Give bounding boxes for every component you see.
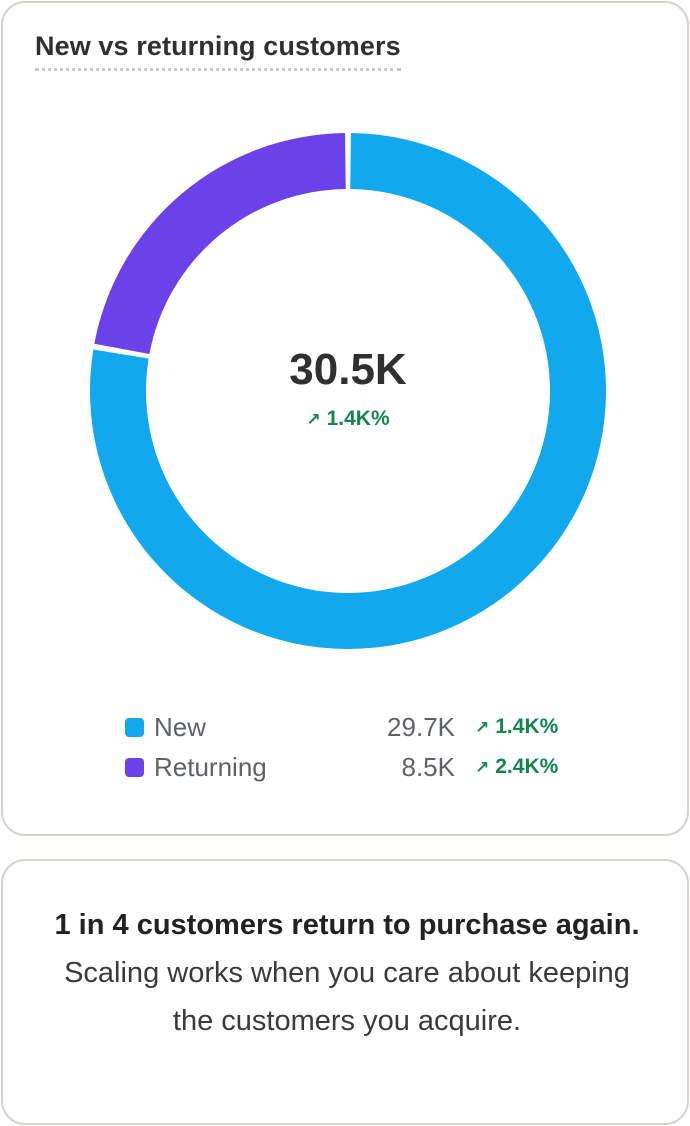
legend-change-new: ↗ 1.4K% <box>475 715 558 739</box>
legend-change-returning-value: 2.4K% <box>495 755 559 778</box>
legend-item-returning[interactable]: Returning 8.5K ↗ 2.4K% <box>123 749 593 789</box>
legend-value-returning: 8.5K <box>401 752 456 782</box>
insight-text: 1 in 4 customers return to purchase agai… <box>53 901 641 1045</box>
legend-change-returning: ↗ 2.4K% <box>475 755 558 779</box>
legend-swatch-new <box>125 718 144 737</box>
center-change: ↗ 1.4K% <box>90 407 606 431</box>
center-total: 30.5K <box>289 345 407 394</box>
center-change-value: 1.4K% <box>326 407 390 430</box>
insight-body: Scaling works when you care about keepin… <box>64 957 630 1037</box>
trend-up-arrow-icon: ↗ <box>475 718 490 737</box>
insight-bold: 1 in 4 customers return to purchase agai… <box>54 909 640 941</box>
legend-label-new: New <box>154 712 207 742</box>
legend: New 29.7K ↗ 1.4K% Returning 8.5K ↗ 2.4K% <box>123 709 593 789</box>
chart-title[interactable]: New vs returning customers <box>35 31 401 71</box>
legend-change-new-value: 1.4K% <box>495 715 559 738</box>
legend-value-new: 29.7K <box>387 712 455 742</box>
legend-label-returning: Returning <box>154 752 267 782</box>
trend-up-arrow-icon: ↗ <box>306 410 321 429</box>
legend-swatch-returning <box>125 758 144 777</box>
donut-chart <box>90 133 606 649</box>
legend-item-new[interactable]: New 29.7K ↗ 1.4K% <box>123 709 593 749</box>
customers-chart-card: New vs returning customers 30.5K ↗ 1.4K% … <box>1 1 689 836</box>
insight-card: 1 in 4 customers return to purchase agai… <box>1 859 689 1125</box>
donut-svg <box>90 133 606 649</box>
trend-up-arrow-icon: ↗ <box>475 758 490 777</box>
donut-slice-returning[interactable] <box>94 133 346 355</box>
